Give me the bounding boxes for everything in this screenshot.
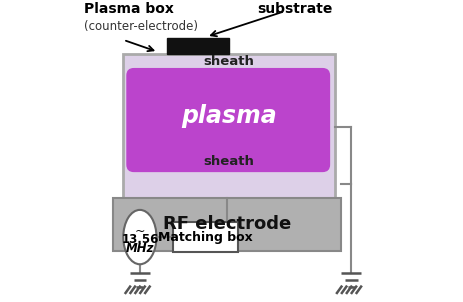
Ellipse shape xyxy=(123,210,156,264)
Text: MHz: MHz xyxy=(125,242,154,255)
Text: (counter-electrode): (counter-electrode) xyxy=(84,20,198,33)
Bar xyxy=(113,198,340,251)
Text: sheath: sheath xyxy=(203,55,254,69)
Text: RF electrode: RF electrode xyxy=(163,215,291,233)
Text: substrate: substrate xyxy=(257,2,332,15)
FancyBboxPatch shape xyxy=(123,54,334,199)
Text: ~: ~ xyxy=(134,224,145,238)
Bar xyxy=(167,38,228,54)
FancyBboxPatch shape xyxy=(126,68,330,172)
Text: Matching box: Matching box xyxy=(158,230,252,244)
Text: sheath: sheath xyxy=(203,155,254,168)
Text: Plasma box: Plasma box xyxy=(84,2,174,15)
Text: 13.56: 13.56 xyxy=(121,233,158,246)
Text: plasma: plasma xyxy=(181,104,276,128)
Bar xyxy=(173,222,238,252)
